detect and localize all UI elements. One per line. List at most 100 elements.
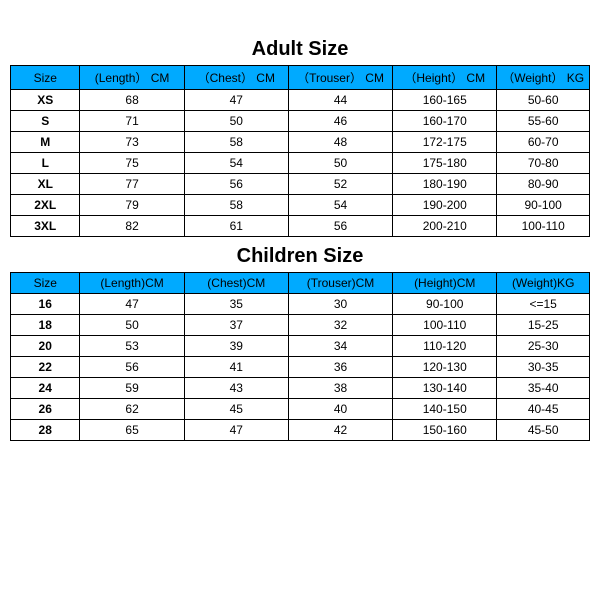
- table-row: XS684744160-16550-60: [11, 90, 590, 111]
- cell: 70-80: [497, 153, 590, 174]
- cell: 90-100: [393, 294, 497, 315]
- cell: 3XL: [11, 216, 80, 237]
- cell: 190-200: [393, 195, 497, 216]
- cell: 110-120: [393, 336, 497, 357]
- cell: 37: [184, 315, 288, 336]
- cell: 50-60: [497, 90, 590, 111]
- cell: 58: [184, 195, 288, 216]
- cell: 35-40: [497, 378, 590, 399]
- table-row: 3XL826156200-210100-110: [11, 216, 590, 237]
- col-header: (Length)CM: [80, 273, 184, 294]
- cell: 82: [80, 216, 184, 237]
- cell: 24: [11, 378, 80, 399]
- cell: 56: [288, 216, 392, 237]
- cell: 47: [184, 90, 288, 111]
- cell: L: [11, 153, 80, 174]
- col-header: （Height） CM: [393, 66, 497, 90]
- size-chart-card: Adult Size Size (Length） CM （Chest） CM （…: [0, 0, 600, 600]
- cell: 61: [184, 216, 288, 237]
- col-header: Size: [11, 66, 80, 90]
- cell: 44: [288, 90, 392, 111]
- cell: 180-190: [393, 174, 497, 195]
- cell: 47: [80, 294, 184, 315]
- cell: 73: [80, 132, 184, 153]
- cell: 160-165: [393, 90, 497, 111]
- cell: 140-150: [393, 399, 497, 420]
- cell: 16: [11, 294, 80, 315]
- table-row: 24594338130-14035-40: [11, 378, 590, 399]
- cell: S: [11, 111, 80, 132]
- cell: 175-180: [393, 153, 497, 174]
- cell: 41: [184, 357, 288, 378]
- col-header: (Trouser)CM: [288, 273, 392, 294]
- cell: 65: [80, 420, 184, 441]
- table-header-row: Size (Length） CM （Chest） CM （Trouser） CM…: [11, 66, 590, 90]
- cell: 79: [80, 195, 184, 216]
- cell: 39: [184, 336, 288, 357]
- cell: <=15: [497, 294, 590, 315]
- adult-size-title: Adult Size: [10, 38, 590, 61]
- cell: 71: [80, 111, 184, 132]
- col-header: Size: [11, 273, 80, 294]
- cell: 160-170: [393, 111, 497, 132]
- cell: 54: [184, 153, 288, 174]
- cell: 100-110: [497, 216, 590, 237]
- cell: 26: [11, 399, 80, 420]
- cell: XS: [11, 90, 80, 111]
- cell: 50: [80, 315, 184, 336]
- cell: 38: [288, 378, 392, 399]
- cell: 59: [80, 378, 184, 399]
- col-header: （Trouser） CM: [288, 66, 392, 90]
- cell: 58: [184, 132, 288, 153]
- table-row: XL775652180-19080-90: [11, 174, 590, 195]
- cell: 80-90: [497, 174, 590, 195]
- table-row: M735848172-17560-70: [11, 132, 590, 153]
- col-header: （Weight） KG: [497, 66, 590, 90]
- cell: 34: [288, 336, 392, 357]
- table-row: 18503732100-11015-25: [11, 315, 590, 336]
- cell: 48: [288, 132, 392, 153]
- table-row: L755450175-18070-80: [11, 153, 590, 174]
- cell: 54: [288, 195, 392, 216]
- cell: 172-175: [393, 132, 497, 153]
- table-header-row: Size (Length)CM (Chest)CM (Trouser)CM (H…: [11, 273, 590, 294]
- col-header: (Length） CM: [80, 66, 184, 90]
- cell: 62: [80, 399, 184, 420]
- table-row: 2XL795854190-20090-100: [11, 195, 590, 216]
- col-header: （Chest） CM: [184, 66, 288, 90]
- adult-size-table: Size (Length） CM （Chest） CM （Trouser） CM…: [10, 65, 590, 237]
- cell: 75: [80, 153, 184, 174]
- cell: 30: [288, 294, 392, 315]
- cell: 40-45: [497, 399, 590, 420]
- cell: M: [11, 132, 80, 153]
- cell: 56: [184, 174, 288, 195]
- table-row: 28654742150-16045-50: [11, 420, 590, 441]
- cell: 90-100: [497, 195, 590, 216]
- cell: 18: [11, 315, 80, 336]
- cell: 15-25: [497, 315, 590, 336]
- col-header: (Height)CM: [393, 273, 497, 294]
- cell: 45: [184, 399, 288, 420]
- table-row: 20533934110-12025-30: [11, 336, 590, 357]
- cell: 35: [184, 294, 288, 315]
- cell: 36: [288, 357, 392, 378]
- cell: 60-70: [497, 132, 590, 153]
- children-size-title: Children Size: [10, 245, 590, 268]
- table-row: 22564136120-13030-35: [11, 357, 590, 378]
- table-row: 1647353090-100<=15: [11, 294, 590, 315]
- table-row: 26624540140-15040-45: [11, 399, 590, 420]
- cell: 42: [288, 420, 392, 441]
- cell: 200-210: [393, 216, 497, 237]
- cell: 68: [80, 90, 184, 111]
- col-header: (Weight)KG: [497, 273, 590, 294]
- table-row: S715046160-17055-60: [11, 111, 590, 132]
- cell: 22: [11, 357, 80, 378]
- cell: 50: [288, 153, 392, 174]
- cell: 32: [288, 315, 392, 336]
- col-header: (Chest)CM: [184, 273, 288, 294]
- cell: 20: [11, 336, 80, 357]
- cell: 120-130: [393, 357, 497, 378]
- cell: 100-110: [393, 315, 497, 336]
- cell: 28: [11, 420, 80, 441]
- cell: 43: [184, 378, 288, 399]
